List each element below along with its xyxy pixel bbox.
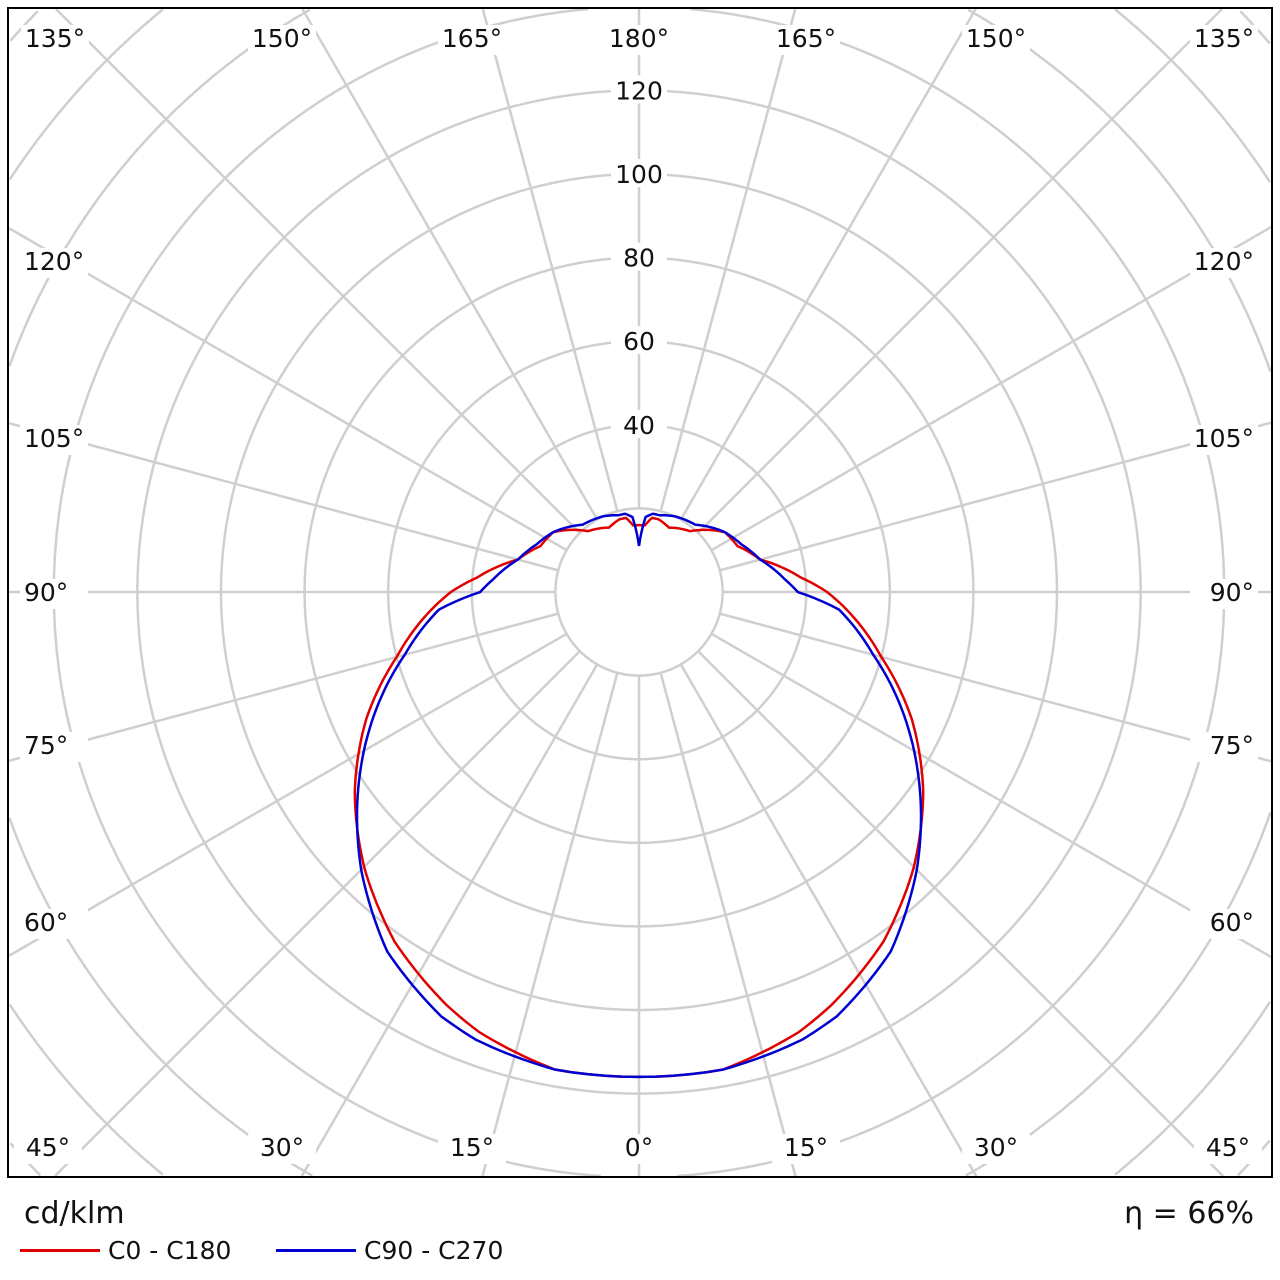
- grid-spoke: [659, 8, 797, 512]
- angle-label: 60°: [24, 908, 68, 937]
- tick-label-bg: [611, 409, 667, 438]
- tick-label-bg: [611, 159, 667, 187]
- grid-spoke: [697, 650, 1224, 1177]
- angle-label-bg: [14, 1134, 82, 1164]
- grid-spoke: [679, 8, 977, 521]
- angle-label-bg: [20, 425, 88, 455]
- angle-label-bg: [962, 1134, 1030, 1164]
- angle-label: 165°: [776, 24, 836, 53]
- angle-label-bg: [248, 25, 316, 55]
- grid-spoke: [481, 8, 619, 512]
- grid-spoke: [8, 421, 559, 572]
- radial-tick-label: 120: [615, 76, 663, 105]
- grid-spoke: [710, 226, 1272, 552]
- angle-label: 120°: [1194, 247, 1254, 276]
- angle-label-bg: [772, 1134, 840, 1164]
- angle-label: 75°: [24, 731, 68, 760]
- radial-tick-label: 60: [623, 327, 655, 356]
- angle-label-bg: [772, 25, 840, 55]
- angle-label: 90°: [1210, 578, 1254, 607]
- angle-label: 30°: [260, 1133, 304, 1162]
- tick-label-bg: [611, 242, 667, 271]
- angle-label: 135°: [1194, 24, 1254, 53]
- series-curve-1: [355, 512, 923, 1079]
- curves: [353, 512, 925, 1079]
- plot-frame: [7, 7, 1273, 1178]
- angle-label-bg: [438, 25, 506, 55]
- legend-item-c0: C0 - C180: [20, 1236, 231, 1265]
- angle-label: 180°: [609, 24, 669, 53]
- angle-label-bg: [1190, 248, 1258, 278]
- angle-label-bg: [1190, 25, 1258, 55]
- angle-label-bg: [605, 25, 673, 55]
- angle-label: 15°: [784, 1133, 828, 1162]
- angle-label-bg: [1190, 579, 1258, 609]
- angle-label: 165°: [442, 24, 502, 53]
- angle-label: 120°: [24, 247, 84, 276]
- angle-label: 150°: [966, 24, 1026, 53]
- grid-spoke: [8, 227, 568, 552]
- radial-tick-label: 80: [623, 244, 655, 273]
- grid-spoke: [301, 8, 599, 521]
- grid-spoke: [300, 663, 599, 1177]
- legend-label: C0 - C180: [108, 1236, 232, 1265]
- legend-label: C90 - C270: [364, 1236, 504, 1265]
- labels: 40 60 80 100 120 135° 150° 165° 180° 165° 150° 135°…: [14, 24, 1262, 1164]
- efficiency-label: η = 66%: [1124, 1196, 1254, 1231]
- grid-ring: [8, 8, 1272, 1177]
- grid-spoke: [679, 663, 978, 1177]
- angle-label-bg: [1190, 425, 1258, 455]
- angle-label: 105°: [24, 424, 84, 453]
- angle-label: 45°: [1206, 1133, 1250, 1162]
- radial-tick-label: 100: [615, 160, 663, 189]
- angle-label-bg: [1194, 1134, 1262, 1164]
- angle-label: 150°: [252, 24, 312, 53]
- unit-label: cd/klm: [24, 1196, 125, 1231]
- tick-label-bg: [611, 75, 667, 104]
- angle-label-bg: [605, 1134, 673, 1164]
- angle-label-bg: [20, 248, 88, 278]
- angle-label-bg: [248, 1134, 316, 1164]
- angle-label-bg: [1190, 909, 1258, 939]
- angle-label: 135°: [25, 24, 85, 53]
- grid-spoke: [697, 8, 1223, 534]
- angle-label: 30°: [974, 1133, 1018, 1162]
- angle-label: 15°: [450, 1133, 494, 1162]
- angle-label: 60°: [1210, 908, 1254, 937]
- grid-spoke: [55, 8, 581, 534]
- angle-label-bg: [1190, 732, 1258, 762]
- radial-tick-label: 40: [623, 411, 655, 440]
- legend-item-c90: C90 - C270: [276, 1236, 503, 1265]
- grid-spoke: [659, 672, 797, 1177]
- angle-label-bg: [962, 25, 1030, 55]
- grid-spoke: [719, 612, 1272, 763]
- grid-spoke: [481, 672, 619, 1177]
- angle-label: 0°: [625, 1133, 653, 1162]
- grid-spoke: [719, 421, 1272, 572]
- angle-label: 90°: [24, 578, 68, 607]
- grid-spoke: [710, 632, 1272, 958]
- angle-label: 105°: [1194, 424, 1254, 453]
- angle-label: 75°: [1210, 731, 1254, 760]
- angle-label-bg: [20, 909, 88, 939]
- tick-label-bg: [611, 326, 667, 355]
- grid-spoke: [8, 632, 568, 957]
- angle-label-bg: [21, 25, 89, 55]
- angle-label-bg: [20, 579, 88, 609]
- legend-swatch: [20, 1249, 100, 1252]
- grid-ring: [8, 8, 1272, 1176]
- grid-spoke: [8, 612, 559, 763]
- angle-label-bg: [438, 1134, 506, 1164]
- legend-swatch: [276, 1249, 356, 1252]
- grid-ring: [554, 507, 724, 677]
- angle-label-bg: [20, 732, 88, 762]
- angle-label: 45°: [26, 1133, 70, 1162]
- grid-spoke: [54, 650, 581, 1177]
